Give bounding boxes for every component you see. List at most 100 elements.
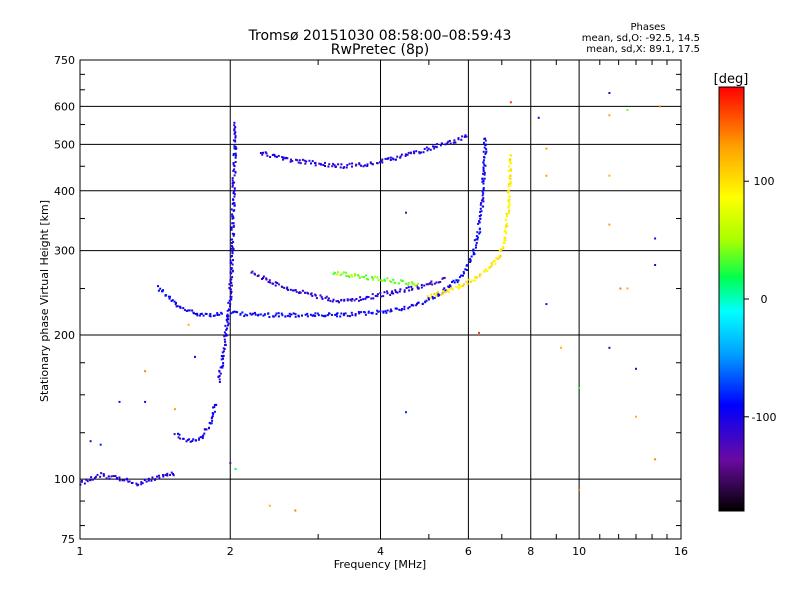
data-point: [298, 159, 301, 162]
data-point: [460, 285, 463, 288]
colorbar-title: [deg]: [714, 72, 749, 87]
data-point: [127, 480, 130, 483]
data-point: [210, 422, 213, 425]
data-point: [140, 481, 143, 484]
data-point: [371, 293, 374, 296]
data-point: [509, 174, 512, 177]
x-tick-label: 2: [227, 545, 234, 558]
data-point: [172, 472, 174, 475]
data-point: [288, 312, 291, 315]
data-point: [494, 262, 497, 265]
data-point: [230, 227, 233, 230]
data-point: [351, 275, 354, 278]
data-point: [295, 290, 298, 293]
data-point: [198, 437, 201, 440]
data-point: [331, 313, 333, 316]
data-point: [289, 160, 292, 163]
data-point: [360, 298, 362, 301]
data-point: [228, 283, 231, 286]
data-point: [230, 261, 233, 264]
data-point: [336, 312, 339, 315]
data-point: [399, 279, 402, 282]
data-point: [89, 478, 92, 481]
data-point: [257, 313, 260, 316]
data-point: [192, 438, 195, 441]
data-point: [285, 287, 288, 290]
data-point: [396, 155, 399, 158]
data-point: [401, 308, 403, 310]
data-point: [194, 439, 197, 442]
data-point: [367, 311, 370, 314]
data-point: [123, 479, 126, 482]
data-point: [254, 313, 257, 316]
data-point: [264, 313, 266, 316]
data-point: [482, 270, 485, 272]
data-point: [381, 158, 384, 161]
data-point: [391, 290, 394, 293]
data-point: [297, 161, 300, 164]
data-point: [230, 242, 233, 244]
data-point: [286, 286, 289, 289]
data-point: [232, 139, 235, 142]
data-point: [174, 408, 176, 411]
data-point: [296, 159, 299, 162]
data-point: [427, 147, 430, 150]
data-point: [366, 165, 369, 167]
data-point: [157, 289, 160, 292]
data-point: [507, 189, 510, 192]
data-point: [83, 482, 86, 485]
x-tick-label: 4: [377, 545, 384, 558]
data-point: [399, 156, 402, 159]
data-point: [131, 481, 134, 484]
data-point: [232, 163, 235, 166]
data-point: [213, 410, 216, 413]
data-point: [179, 306, 182, 309]
data-point: [213, 314, 216, 317]
data-point: [507, 169, 510, 172]
data-point: [166, 474, 169, 477]
data-point: [403, 289, 406, 292]
data-point: [301, 314, 303, 317]
data-point: [262, 275, 265, 278]
data-point: [433, 282, 436, 285]
data-point: [170, 300, 173, 302]
data-point: [177, 432, 179, 435]
data-point: [183, 308, 186, 311]
data-point: [405, 287, 408, 289]
data-point: [345, 271, 348, 274]
data-point: [185, 310, 188, 312]
data-point: [226, 309, 229, 312]
stats-line-x: mean, sd,X: 89.1, 17.5: [586, 44, 700, 55]
data-point: [388, 280, 391, 283]
data-point: [440, 293, 443, 296]
data-point: [403, 308, 406, 311]
data-point: [232, 154, 235, 157]
data-point: [444, 291, 447, 294]
data-point: [451, 288, 454, 291]
data-point: [495, 257, 498, 260]
data-point: [274, 281, 277, 284]
data-point: [360, 164, 362, 167]
data-point: [454, 141, 457, 144]
data-point: [235, 147, 238, 150]
data-point: [230, 292, 232, 295]
data-point: [432, 297, 435, 300]
data-point: [301, 158, 304, 161]
data-point: [312, 314, 315, 317]
data-point: [439, 144, 442, 147]
data-point: [320, 296, 323, 299]
data-point: [415, 150, 418, 153]
data-point: [105, 477, 108, 480]
data-point: [481, 194, 484, 197]
data-point: [465, 269, 468, 271]
data-point: [266, 154, 269, 157]
data-point: [403, 290, 406, 293]
data-point: [423, 284, 426, 287]
data-point: [143, 479, 146, 481]
data-point: [323, 315, 326, 318]
data-point: [426, 295, 429, 298]
data-point: [277, 154, 280, 157]
data-point: [321, 297, 324, 300]
data-point: [178, 305, 181, 308]
data-point: [177, 436, 180, 439]
